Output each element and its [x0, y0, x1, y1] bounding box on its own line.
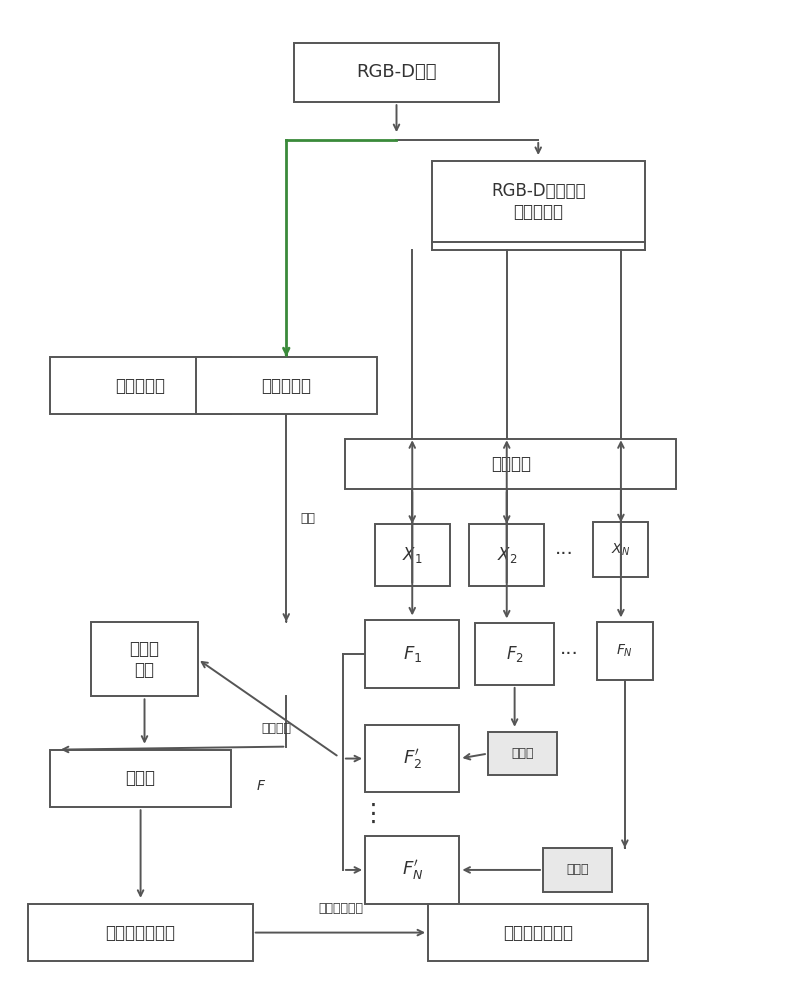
Text: $F_2'$: $F_2'$ [403, 747, 422, 771]
Text: 分割: 分割 [301, 512, 316, 525]
Bar [50, 357, 231, 414]
Text: 特征向
量组: 特征向 量组 [129, 640, 159, 679]
Text: $X_2$: $X_2$ [496, 545, 517, 565]
Text: F: F [256, 779, 265, 793]
Text: ···: ··· [554, 545, 573, 564]
Bar [488, 732, 557, 775]
Bar [432, 161, 645, 242]
Bar [345, 439, 676, 489]
Text: RGB-D拉普拉斯
金字塔图像: RGB-D拉普拉斯 金字塔图像 [491, 182, 585, 221]
Text: 特征聚合: 特征聚合 [261, 722, 291, 735]
Bar [375, 524, 450, 586]
Bar [596, 622, 653, 680]
Text: $X_1$: $X_1$ [402, 545, 423, 565]
Text: ⋮: ⋮ [360, 802, 385, 826]
Bar [543, 848, 612, 892]
Text: $F_N$: $F_N$ [616, 643, 634, 659]
Bar [294, 43, 499, 102]
Bar [50, 750, 231, 807]
Bar [365, 725, 459, 792]
Bar [29, 904, 253, 961]
Text: $F_2$: $F_2$ [506, 644, 523, 664]
Text: 最优覆盖分割树: 最优覆盖分割树 [504, 924, 573, 942]
Text: RGB-D图像: RGB-D图像 [356, 63, 437, 81]
Text: 分类纯度代价树: 分类纯度代价树 [105, 924, 175, 942]
Text: $X_N$: $X_N$ [611, 542, 630, 558]
Text: 分类器: 分类器 [125, 769, 155, 787]
Text: 特征提取: 特征提取 [491, 455, 531, 473]
Text: ···: ··· [561, 645, 579, 664]
Bar [91, 622, 197, 696]
Bar [475, 623, 554, 685]
Text: 上采样: 上采样 [511, 747, 534, 760]
Text: 原始分割树: 原始分割树 [261, 377, 312, 395]
Text: $F_N'$: $F_N'$ [401, 858, 423, 882]
Bar [428, 904, 649, 961]
Text: 上采样: 上采样 [566, 863, 589, 876]
Text: 最优纯度覆盖: 最优纯度覆盖 [318, 902, 363, 915]
Bar [469, 524, 544, 586]
Bar [593, 522, 649, 577]
Text: 原始分割树: 原始分割树 [116, 377, 166, 395]
Text: $F_1$: $F_1$ [403, 644, 422, 664]
Bar [365, 620, 459, 688]
Bar [196, 357, 377, 414]
Bar [365, 836, 459, 904]
